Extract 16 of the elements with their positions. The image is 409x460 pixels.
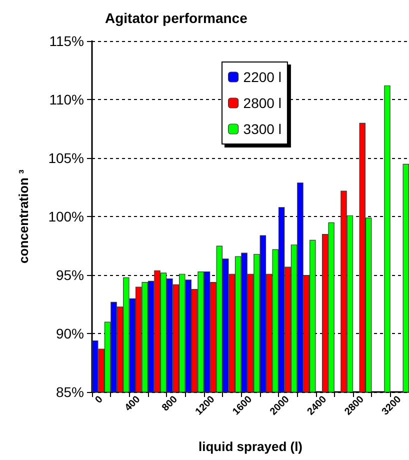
y-axis-title: concentration ³ <box>16 168 31 264</box>
legend-label: 2200 l <box>243 69 282 85</box>
y-tick-label: 85% <box>56 384 84 400</box>
y-tick-label: 110% <box>49 92 84 108</box>
x-axis-title: liquid sprayed (l) <box>198 439 303 454</box>
chart-title: Agitator performance <box>105 10 248 26</box>
legend-label: 2800 l <box>243 95 282 111</box>
y-tick-label: 90% <box>56 326 84 342</box>
x-tick-label: 0 <box>94 394 106 406</box>
y-tick-label: 115% <box>49 33 84 49</box>
x-tick-label: 800 <box>160 394 180 414</box>
y-tick-label: 105% <box>48 150 84 166</box>
legend-label: 3300 l <box>243 121 282 137</box>
x-tick-label: 400 <box>122 394 143 414</box>
y-tick-label: 100% <box>48 208 84 224</box>
y-tick-label: 95% <box>56 267 84 283</box>
